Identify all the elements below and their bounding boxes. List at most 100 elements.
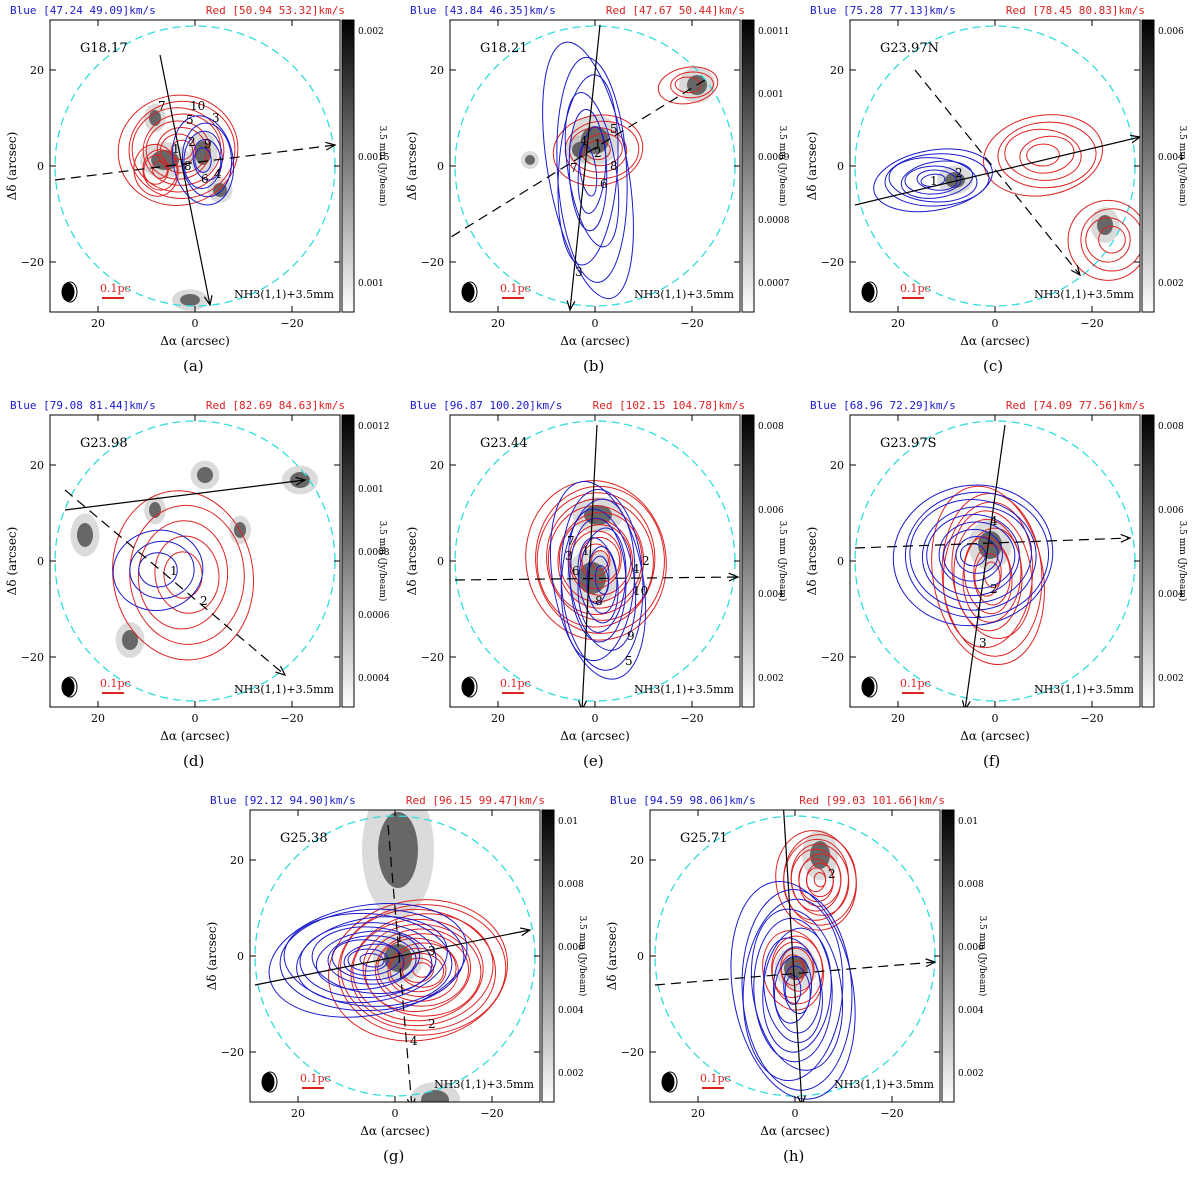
blue-velocity-range: Blue [75.28 77.13]km/s xyxy=(810,4,956,17)
blue-lobe-contour xyxy=(568,108,608,232)
core-label: 5 xyxy=(610,122,618,136)
blue-lobe-contour xyxy=(311,926,433,994)
red-lobe-contour xyxy=(564,120,640,180)
source-name: G23.97S xyxy=(880,436,937,451)
blue-lobe-contour xyxy=(112,529,204,612)
panel-d-plot: 1 2 20 0 −20 20 0 −20 Δα (arcsec) Δδ (arcsec) Blue… xyxy=(5,399,390,743)
red-lobe-contour xyxy=(585,140,611,161)
red-velocity-range: Red [82.69 84.63]km/s xyxy=(206,399,345,412)
y-tick-label: 20 xyxy=(630,854,644,867)
continuum-blob xyxy=(1097,215,1113,235)
blue-lobe-contour xyxy=(921,506,1033,604)
tracer-label: NH3(1,1)+3.5mm xyxy=(234,683,334,696)
red-lobe-contour xyxy=(156,127,208,174)
blue-lobe-contour xyxy=(750,908,844,1071)
filament-axis-arrow xyxy=(450,79,706,239)
red-lobe-contour xyxy=(131,107,225,193)
core-label: 3 xyxy=(428,944,436,958)
x-tick-label: −20 xyxy=(880,1107,903,1120)
blue-lobe-contour xyxy=(556,56,628,283)
core-label: 10 xyxy=(633,584,648,598)
blue-lobe-contour xyxy=(938,521,1016,589)
y-tick-label: 20 xyxy=(430,459,444,472)
red-velocity-range: Red [50.94 53.32]km/s xyxy=(206,4,345,17)
source-name: G25.38 xyxy=(280,831,328,846)
y-tick-label: −20 xyxy=(621,1046,644,1059)
red-velocity-range: Red [47.67 50.44]km/s xyxy=(606,4,745,17)
x-tick-label: 20 xyxy=(891,317,905,330)
x-tick-label: 0 xyxy=(992,317,999,330)
blue-velocity-range: Blue [68.96 72.29]km/s xyxy=(810,399,956,412)
colorbar-label: 3.5 mm (Jy/beam) xyxy=(977,916,988,997)
core-label: 8 xyxy=(184,159,192,173)
core-label: 2 xyxy=(828,867,836,881)
continuum-blob xyxy=(290,472,310,488)
colorbar-tick-label: 0.01 xyxy=(958,817,978,827)
colorbar-tick-label: 0.004 xyxy=(958,1006,984,1016)
outflow-axis-arrow xyxy=(64,479,306,511)
colorbar-label: 3.5 mm (Jy/beam) xyxy=(377,126,388,207)
core-label: 6 xyxy=(572,564,580,578)
blue-lobe-contour xyxy=(762,927,832,1053)
panel-caption: (h) xyxy=(783,1147,805,1165)
panel-c: 1 2 20 0 −20 20 0 −20 Δα (arcsec) Δδ (arcsec) Blue… xyxy=(800,0,1188,385)
blue-lobe-contour xyxy=(783,965,811,1015)
blue-lobe-contour xyxy=(347,948,389,972)
blue-lobe-contour xyxy=(359,953,385,968)
y-axis-label: Δδ (arcsec) xyxy=(805,527,819,596)
source-name: G18.21 xyxy=(480,41,528,56)
colorbar-tick-label: 0.001 xyxy=(358,485,384,495)
y-tick-label: 0 xyxy=(837,555,844,568)
colorbar-label: 3.5 mm (Jy/beam) xyxy=(777,521,788,602)
colorbar-tick-label: 0.0012 xyxy=(358,422,390,432)
continuum-blob xyxy=(180,294,200,306)
x-tick-label: 0 xyxy=(792,1107,799,1120)
y-tick-label: 0 xyxy=(37,160,44,173)
red-velocity-range: Red [74.09 77.56]km/s xyxy=(1006,399,1145,412)
y-tick-label: 0 xyxy=(637,950,644,963)
scale-bar-label: 0.1pc xyxy=(700,1072,731,1085)
red-lobe-contour xyxy=(337,904,507,1036)
red-velocity-range: Red [96.15 99.47]km/s xyxy=(406,794,545,807)
red-lobe-contour xyxy=(1026,143,1060,167)
colorbar-tick-label: 0.002 xyxy=(1158,279,1184,289)
red-lobe-contour xyxy=(145,120,211,180)
outflow-axis-arrow xyxy=(964,424,1006,707)
x-tick-label: 0 xyxy=(592,712,599,725)
red-lobe-contour xyxy=(133,143,179,197)
red-lobe-contour xyxy=(771,935,823,1005)
y-tick-label: −20 xyxy=(221,1046,244,1059)
scale-bar-label: 0.1pc xyxy=(900,282,931,295)
x-tick-label: 0 xyxy=(592,317,599,330)
blue-lobe-contour xyxy=(296,916,448,1004)
filament-axis-arrow xyxy=(854,537,1131,549)
y-tick-label: −20 xyxy=(821,256,844,269)
red-lobe-contour xyxy=(1080,208,1140,272)
y-tick-label: 20 xyxy=(430,64,444,77)
core-label: 2 xyxy=(990,582,998,596)
y-axis-label: Δδ (arcsec) xyxy=(605,922,619,991)
core-label: 8 xyxy=(610,159,618,173)
blue-lobe-contour xyxy=(129,540,195,599)
colorbar-tick-label: 0.006 xyxy=(1158,506,1184,516)
blue-lobe-contour xyxy=(904,165,962,195)
blue-lobe-contour xyxy=(763,937,823,1044)
x-tick-label: −20 xyxy=(280,317,303,330)
colorbar-tick-label: 0.0004 xyxy=(358,674,390,684)
y-axis-label: Δδ (arcsec) xyxy=(405,132,419,201)
y-tick-label: 0 xyxy=(237,950,244,963)
colorbar-tick-label: 0.001 xyxy=(758,90,784,100)
colorbar-label: 3.5 mm (Jy/beam) xyxy=(777,126,788,207)
panel-b: 4 5 2 1 8 7 6 3 20 0 −20 20 0 −20 Δα (arcsec) Δδ (arcse… xyxy=(400,0,790,385)
colorbar-tick-label: 0.006 xyxy=(558,943,584,953)
red-lobe-contour xyxy=(962,527,1022,623)
continuum-blob xyxy=(122,630,138,650)
panel-f-plot: 4 21 3 20 0 −20 20 0 −20 Δα (arcsec) Δδ (arcsec) Bl… xyxy=(805,399,1188,743)
colorbar-tick-label: 0.002 xyxy=(958,1069,984,1079)
panel-a-plot: 7 105 3 2 9 186 4 20 0 −20 20 0 −20 Δα (arcsec) Δδ (ar… xyxy=(5,4,390,348)
blue-lobe-contour xyxy=(578,144,598,197)
tracer-label: NH3(1,1)+3.5mm xyxy=(834,1078,934,1091)
panel-f: 4 2 1 3 20 0 −20 20 0 −20 Δα (arcsec) Δδ (arcsec) Bl… xyxy=(800,395,1188,780)
blue-lobe-contour xyxy=(279,908,465,1012)
